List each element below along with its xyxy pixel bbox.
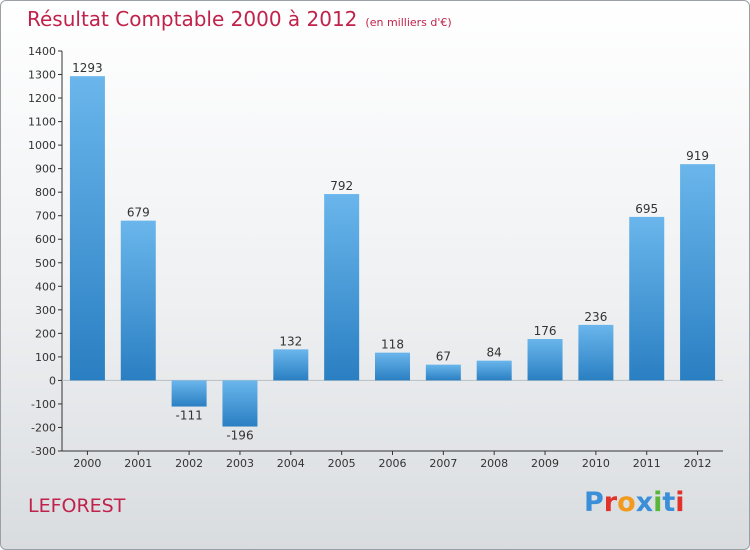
value-label-2012: 919 xyxy=(686,149,709,163)
bar-2011 xyxy=(629,216,665,381)
y-tick-label: -100 xyxy=(31,398,56,411)
bars xyxy=(69,76,716,427)
value-label-2001: 679 xyxy=(127,206,150,220)
y-tick-label: 600 xyxy=(35,233,56,246)
value-label-2000: 1293 xyxy=(72,61,103,75)
proxiti-logo: Proxiti xyxy=(584,487,685,518)
value-label-2010: 236 xyxy=(584,310,607,324)
y-tick-label: 700 xyxy=(35,210,56,223)
value-label-2007: 67 xyxy=(436,350,451,364)
value-label-2005: 792 xyxy=(330,179,353,193)
x-tick-label: 2009 xyxy=(531,457,559,470)
town-name: LEFOREST xyxy=(28,495,126,517)
x-axis: 2000 2001 2002 2003 2004 2005 2006 2007 2008 2009… xyxy=(62,379,723,470)
bar-2010 xyxy=(578,324,614,381)
y-tick-label: 200 xyxy=(35,327,56,340)
logo-letter: x xyxy=(635,487,654,518)
bar-2012 xyxy=(680,164,716,381)
bar-2009 xyxy=(527,339,563,381)
x-tick-label: 2006 xyxy=(379,457,407,470)
value-label-2004: 132 xyxy=(279,334,302,348)
value-label-2009: 176 xyxy=(534,324,557,338)
y-tick-label: 900 xyxy=(35,163,56,176)
bar-2001 xyxy=(120,220,156,381)
x-tick-label: 2011 xyxy=(633,457,661,470)
logo-letter: i xyxy=(675,487,685,518)
bar-2004 xyxy=(273,349,309,381)
logo-letter: t xyxy=(662,487,676,518)
logo-letter: o xyxy=(617,487,636,518)
value-label-2003: -196 xyxy=(226,429,253,443)
y-tick-label: -200 xyxy=(31,421,56,434)
bar-2000 xyxy=(69,76,105,381)
x-tick-label: 2012 xyxy=(684,457,712,470)
y-axis: -300 -200 -100 0 100 200 300 400 500 600 700 800 900… xyxy=(28,45,63,458)
logo-letter: r xyxy=(603,487,618,518)
x-tick-label: 2004 xyxy=(277,457,305,470)
logo-letter: P xyxy=(584,487,604,518)
bar-2002 xyxy=(171,380,207,407)
value-label-2008: 84 xyxy=(487,346,502,360)
title-unit: (en milliers d'€) xyxy=(365,16,452,29)
x-tick-label: 2007 xyxy=(429,457,457,470)
x-tick-label: 2001 xyxy=(124,457,152,470)
bar-2005 xyxy=(324,194,360,381)
y-tick-label: 800 xyxy=(35,186,56,199)
x-tick-label: 2005 xyxy=(328,457,356,470)
y-tick-label: 1200 xyxy=(28,92,56,105)
y-tick-label: 400 xyxy=(35,280,56,293)
bar-2006 xyxy=(375,352,410,381)
y-tick-label: -300 xyxy=(31,445,56,458)
y-tick-label: 1100 xyxy=(28,116,56,129)
y-tick-label: 100 xyxy=(35,351,56,364)
x-tick-label: 2010 xyxy=(582,457,610,470)
y-tick-label: 1000 xyxy=(28,139,56,152)
value-label-2006: 118 xyxy=(381,338,404,352)
title-main: Résultat Comptable 2000 à 2012 xyxy=(27,7,358,31)
y-tick-label: 0 xyxy=(49,374,56,387)
value-label-2002: -111 xyxy=(175,409,202,423)
page-title: Résultat Comptable 2000 à 2012 (en millie… xyxy=(27,7,452,31)
value-labels: 1293 679 -111 -196 132 792 118 67 84 176 236 695 919 xyxy=(72,61,709,442)
bar-2003 xyxy=(222,380,258,427)
logo-letter: i xyxy=(653,487,663,518)
x-tick-label: 2003 xyxy=(226,457,254,470)
value-label-2011: 695 xyxy=(635,202,658,216)
bar-2007 xyxy=(425,364,461,381)
x-tick-label: 2008 xyxy=(480,457,508,470)
y-tick-label: 1400 xyxy=(28,45,56,58)
y-tick-label: 1300 xyxy=(28,69,56,82)
bar-2008 xyxy=(476,360,512,381)
x-tick-label: 2002 xyxy=(175,457,203,470)
y-tick-label: 300 xyxy=(35,304,56,317)
y-tick-label: 500 xyxy=(35,257,56,270)
x-tick-label: 2000 xyxy=(73,457,101,470)
